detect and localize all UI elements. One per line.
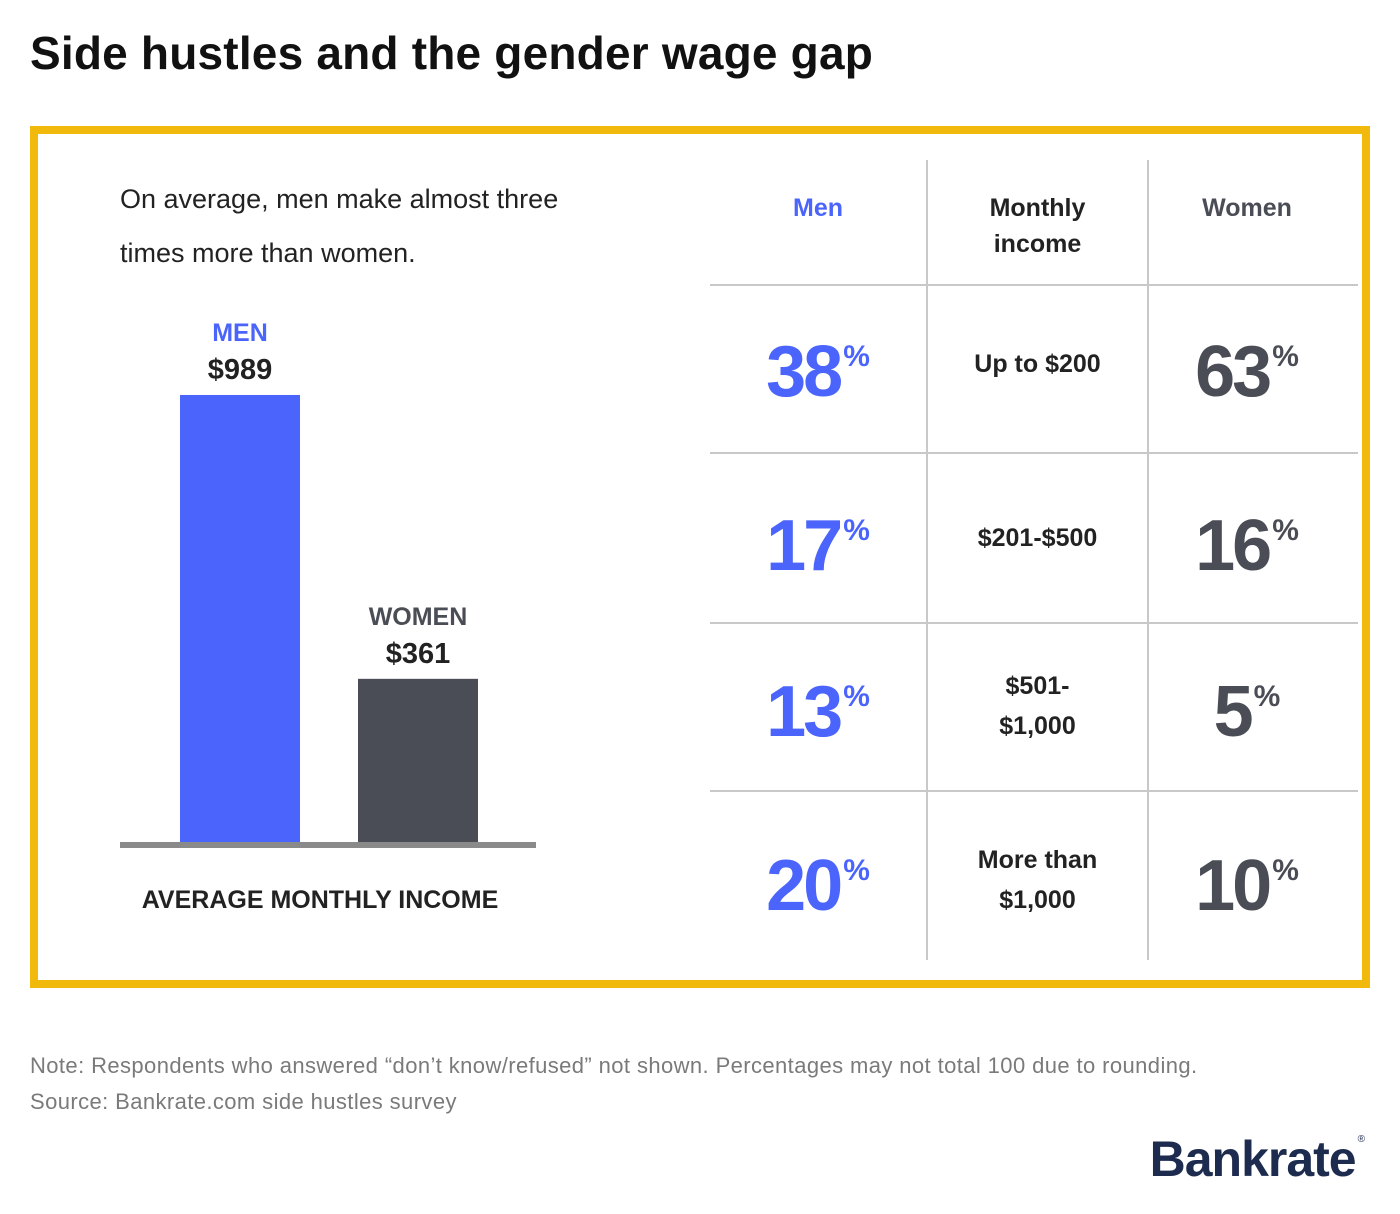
bankrate-logo: Bankrate ® [1149,1130,1365,1188]
row-divider [710,790,1358,792]
women-percent-row-4: 10% [1195,846,1299,926]
header-monthly-income-text: Monthly income [989,194,1086,258]
income-range-row-3: $501- $1,000 [928,666,1147,746]
row-divider [710,284,1358,286]
bar-women [358,678,478,842]
chart-x-label: AVERAGE MONTHLY INCOME [141,886,499,914]
income-range-row-3-line-2: $1,000 [999,712,1076,740]
men-percent-row-1: 38% [766,332,870,412]
bar-men [180,394,300,842]
footnote-note: Note: Respondents who answered “don’t kn… [30,1053,1198,1078]
bar-category-women: WOMEN [369,603,468,631]
income-range-row-4: More than $1,000 [928,840,1147,920]
infographic-frame: On average, men make almost three times … [30,126,1370,988]
intro-text: On average, men make almost three times … [120,184,559,268]
header-monthly-income: Monthly income [928,190,1147,262]
page-title: Side hustles and the gender wage gap [30,27,874,79]
women-percent-row-2: 16% [1195,506,1299,586]
income-distribution-table: Men Monthly income Women 38% Up to $200 … [702,160,1358,960]
footnote: Note: Respondents who answered “don’t kn… [30,1048,1390,1120]
header-women: Women [1202,194,1292,222]
row-divider [710,622,1358,624]
men-percent-row-3: 13% [766,672,870,752]
column-divider [1147,160,1149,960]
column-divider [926,160,928,960]
logo-registered-mark: ® [1357,1134,1365,1145]
bar-value-women: $361 [386,638,451,670]
income-range-row-4-line-1: More than [977,846,1098,874]
women-percent-row-1: 63% [1195,332,1299,412]
income-range-row-4-line-2: $1,000 [999,886,1076,914]
income-range-row-3-line-1: $501- [1005,672,1070,700]
men-percent-row-2: 17% [766,506,870,586]
income-range-row-2: $201-$500 [977,524,1098,552]
income-bar-chart: MEN WOMEN $989 $361 [120,319,536,848]
logo-text: Bankrate [1149,1131,1357,1187]
women-percent-row-3: 5% [1213,672,1281,752]
footnote-source: Source: Bankrate.com side hustles survey [30,1089,457,1114]
men-percent-row-4: 20% [766,846,870,926]
row-divider [710,452,1358,454]
bar-value-men: $989 [208,354,273,386]
bar-category-men: MEN [212,319,268,347]
income-range-row-1: Up to $200 [974,350,1101,378]
header-men: Men [793,194,843,222]
